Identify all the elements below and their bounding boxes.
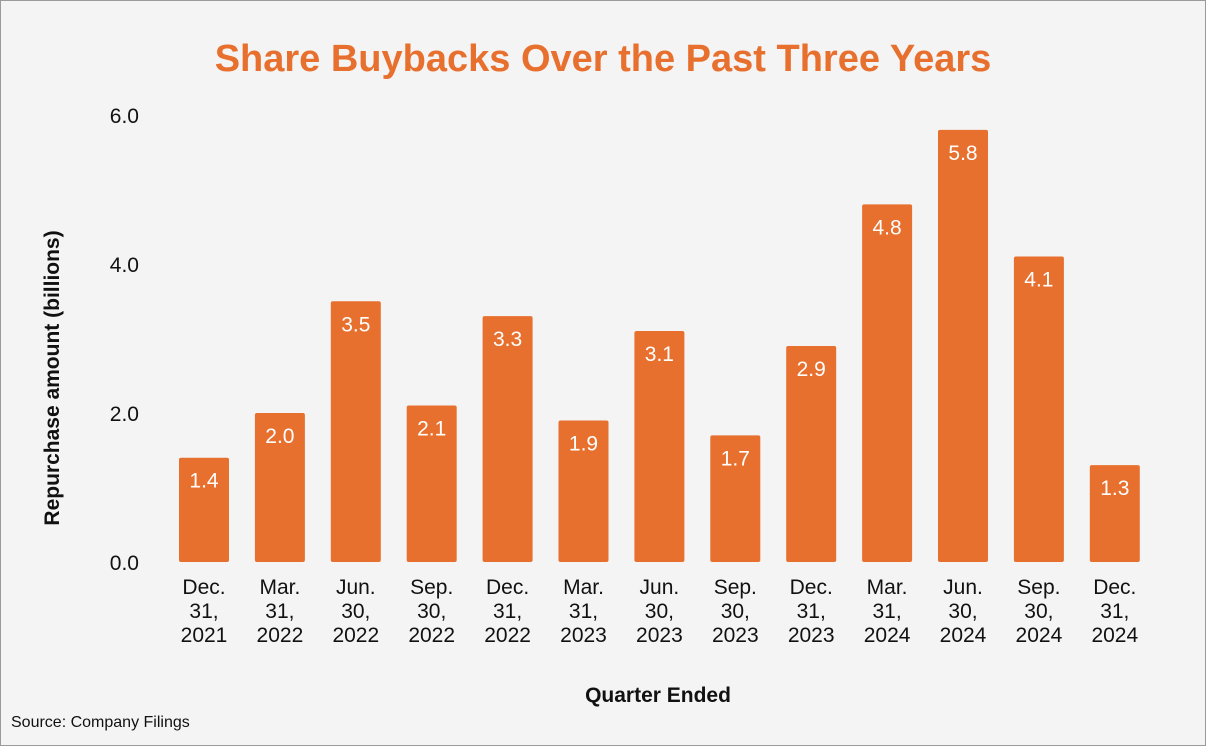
bar: [710, 435, 761, 562]
x-category-label: Jun. 30, 2024: [940, 576, 987, 647]
bar-value-label: 3.3: [493, 328, 522, 351]
x-category-label: Dec. 31, 2023: [788, 576, 835, 647]
bar: [558, 420, 609, 562]
y-tick-label: 4.0: [110, 254, 139, 277]
bar-value-label: 3.5: [341, 313, 370, 336]
x-category-label: Sep. 30, 2024: [1016, 576, 1063, 647]
x-category-label: Mar. 31, 2024: [864, 576, 911, 647]
bar: [179, 457, 229, 562]
bar: [1013, 256, 1064, 562]
source-note: Source: Company Filings: [11, 714, 190, 731]
bar: [634, 331, 685, 562]
chart-title: Share Buybacks Over the Past Three Years: [215, 38, 992, 80]
x-category-label: Dec. 31, 2024: [1091, 576, 1138, 647]
y-tick-label: 2.0: [110, 403, 139, 426]
bar: [330, 301, 381, 562]
bar-value-label: 5.8: [948, 142, 977, 165]
x-axis-label: Quarter Ended: [585, 684, 731, 707]
x-category-label: Jun. 30, 2023: [636, 576, 683, 647]
x-category-label: Dec. 31, 2021: [181, 576, 228, 647]
x-category-label: Sep. 30, 2022: [408, 576, 455, 647]
x-category-label: Dec. 31, 2022: [484, 576, 531, 647]
x-category-label: Mar. 31, 2022: [257, 576, 304, 647]
x-category-label: Sep. 30, 2023: [712, 576, 759, 647]
bar-value-label: 2.1: [417, 418, 446, 441]
x-category-label: Jun. 30, 2022: [332, 576, 379, 647]
y-tick-label: 6.0: [110, 105, 139, 128]
bar: [254, 413, 305, 562]
bar-value-label: 1.7: [721, 447, 750, 470]
bar: [1089, 465, 1140, 562]
bar-value-label: 4.8: [872, 216, 901, 239]
bar-value-label: 4.1: [1024, 269, 1053, 292]
bar: [786, 345, 837, 562]
y-tick-label: 0.0: [110, 552, 139, 575]
bar-value-label: 2.0: [265, 425, 294, 448]
bar: [406, 405, 457, 562]
x-axis-categories: Dec. 31, 2021 Mar. 31, 2022 Jun. 30, 2022 Sep. 30,…: [181, 576, 1139, 647]
bar-value-label: 1.4: [189, 470, 219, 493]
bar-group: 1.4 2.0 3.5 2.1 3.3 1.9 3.1 1.7 2.9 4.8 5.8 4.1 1.3: [179, 129, 1140, 562]
y-axis-ticks: 0.0 2.0 4.0 6.0: [110, 105, 139, 575]
bar-value-label: 3.1: [645, 343, 674, 366]
x-category-label: Mar. 31, 2023: [560, 576, 607, 647]
bar-value-label: 1.3: [1100, 477, 1129, 500]
bar-value-label: 2.9: [797, 358, 826, 381]
bar: [938, 129, 988, 562]
bar-value-label: 1.9: [569, 432, 598, 455]
y-axis-label: Repurchase amount (billions): [41, 230, 64, 525]
bar: [862, 204, 913, 562]
bar: [482, 316, 533, 562]
